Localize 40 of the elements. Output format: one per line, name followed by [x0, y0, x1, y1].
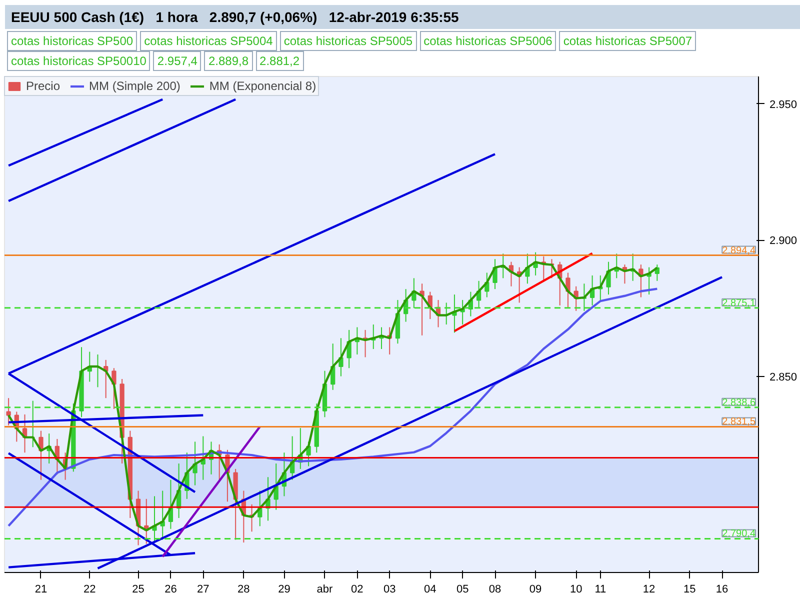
- x-tick-label: 04: [424, 584, 436, 596]
- x-tick-label: 27: [197, 584, 210, 596]
- y-tick-label: 2.850: [770, 371, 798, 384]
- x-tick-label: 09: [529, 584, 542, 596]
- text: cotas historicas SP5007: [559, 31, 696, 51]
- y-tick-label: 2.900: [770, 235, 798, 248]
- legend-label: MM (Simple 200): [89, 79, 180, 93]
- text: cotas historicas SP5006: [420, 31, 556, 51]
- x-tick-label: 26: [164, 584, 177, 596]
- text: cotas historicas SP50010: [7, 51, 150, 71]
- x-tick-label: abr: [316, 584, 334, 596]
- text: 2.957,4: [153, 51, 202, 71]
- chart-title: EEUU 500 Cash (1€) 1 hora 2.890,7 (+0,06%) 12-abr-2019 6:35:55: [5, 5, 800, 29]
- ref-line-label: 2.875,1: [722, 298, 756, 309]
- x-tick-label: 15: [683, 584, 696, 596]
- x-tick-label: 21: [34, 584, 48, 596]
- x-tick-label: 16: [716, 584, 728, 596]
- text: 2.889,8: [204, 51, 253, 71]
- x-tick-label: 22: [84, 584, 96, 596]
- ref-line-label: 2.894,4: [722, 245, 756, 256]
- x-tick-label: 11: [594, 584, 606, 596]
- text: cotas historicas SP5005: [280, 31, 417, 51]
- x-tick-label: 29: [278, 584, 290, 596]
- x-tick-label: 10: [570, 584, 582, 596]
- y-tick-label: 2.950: [770, 98, 798, 111]
- text: 2.881,2: [256, 51, 304, 71]
- x-tick-label: 25: [132, 584, 144, 596]
- ref-line-label: 2.790,4: [722, 528, 756, 540]
- ref-line-label: 2.838,6: [722, 397, 756, 408]
- legend-label: MM (Exponencial 8): [209, 79, 316, 93]
- x-tick-label: 12: [642, 584, 656, 596]
- legend-label: Precio: [26, 79, 60, 93]
- text: cotas historicas SP5004: [140, 31, 277, 51]
- x-tick-label: 05: [456, 584, 469, 596]
- x-tick-label: 08: [488, 584, 502, 596]
- x-tick-label: 02: [351, 584, 364, 596]
- text: cotas historicas SP500: [7, 31, 138, 51]
- x-tick-label: 03: [383, 584, 396, 596]
- x-tick-label: 28: [238, 584, 250, 596]
- ref-line-label: 2.831,5: [722, 416, 756, 428]
